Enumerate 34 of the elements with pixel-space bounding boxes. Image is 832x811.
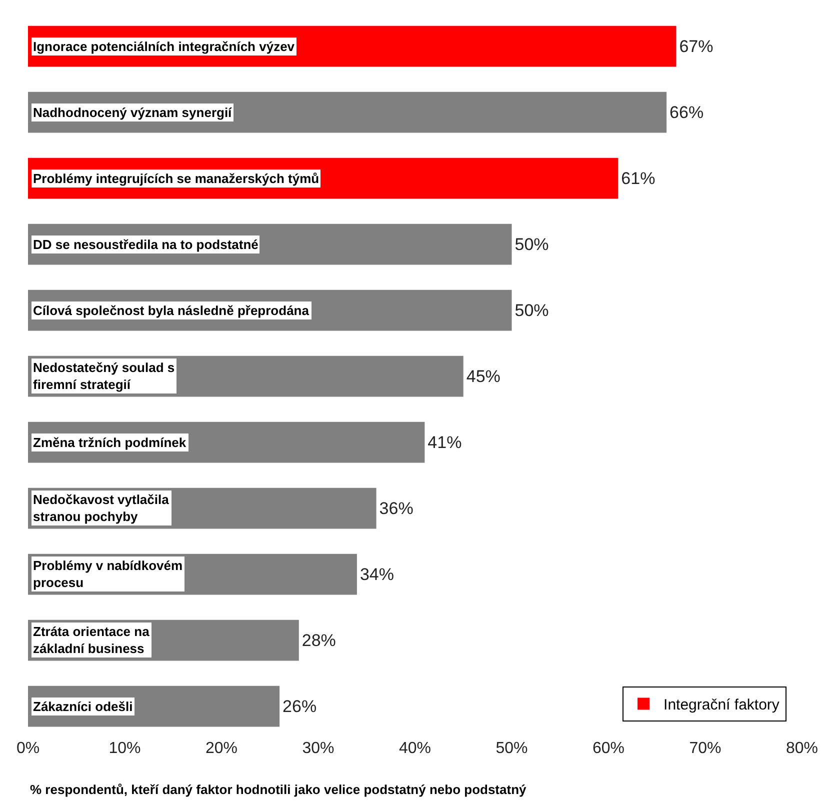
x-tick-label: 60% [592,740,625,757]
data-label: 41% [428,432,462,452]
legend-label: Integrační faktory [664,696,780,714]
y-tick-label: Ztráta orientace na základní business [33,624,150,656]
x-tick-label: 50% [496,740,528,757]
data-label: 50% [514,234,549,254]
y-tick-label: Nedostatečný soulad s firemní strategií [33,360,175,392]
data-label: 50% [514,300,549,320]
y-tick-label: DD se nesoustředila na to podstatné [33,237,258,252]
x-tick-label: 20% [205,740,238,757]
data-label: 28% [302,630,336,650]
x-tick-label: 10% [108,740,141,757]
x-tick-label: 40% [398,740,432,757]
y-tick-label: Ignorace potenciálních integračních výzev [33,39,296,54]
data-label: 26% [282,696,317,716]
y-tick-label: Problémy v nabídkovém procesu [33,558,183,590]
x-tick-label: 30% [302,740,334,757]
data-label: 45% [466,366,500,386]
y-tick-label: Cílová společnost byla následně přeprodána [33,303,310,318]
x-tick-label: 70% [689,740,722,757]
data-label: 61% [621,168,656,188]
y-tick-label: Nedočkavost vytlačila stranou pochyby [33,492,170,524]
y-tick-label: Změna tržních podmínek [33,435,187,450]
y-tick-label: Zákazníci odešli [33,699,133,714]
data-label: 34% [360,564,394,584]
y-tick-label: Nadhodnocený význam synergií [33,105,232,120]
bar [28,92,667,133]
y-tick-label: Problémy integrujících se manažerských týmů [33,171,320,186]
x-tick-label: 80% [786,740,818,757]
x-tick-label: 0% [16,740,40,757]
data-label: 66% [670,102,704,122]
data-label: 36% [379,498,414,518]
data-label: 67% [679,36,714,56]
text: % respondentů, kteří daný faktor hodnotili jako velice podstatný nebo podstatný [30,782,528,797]
